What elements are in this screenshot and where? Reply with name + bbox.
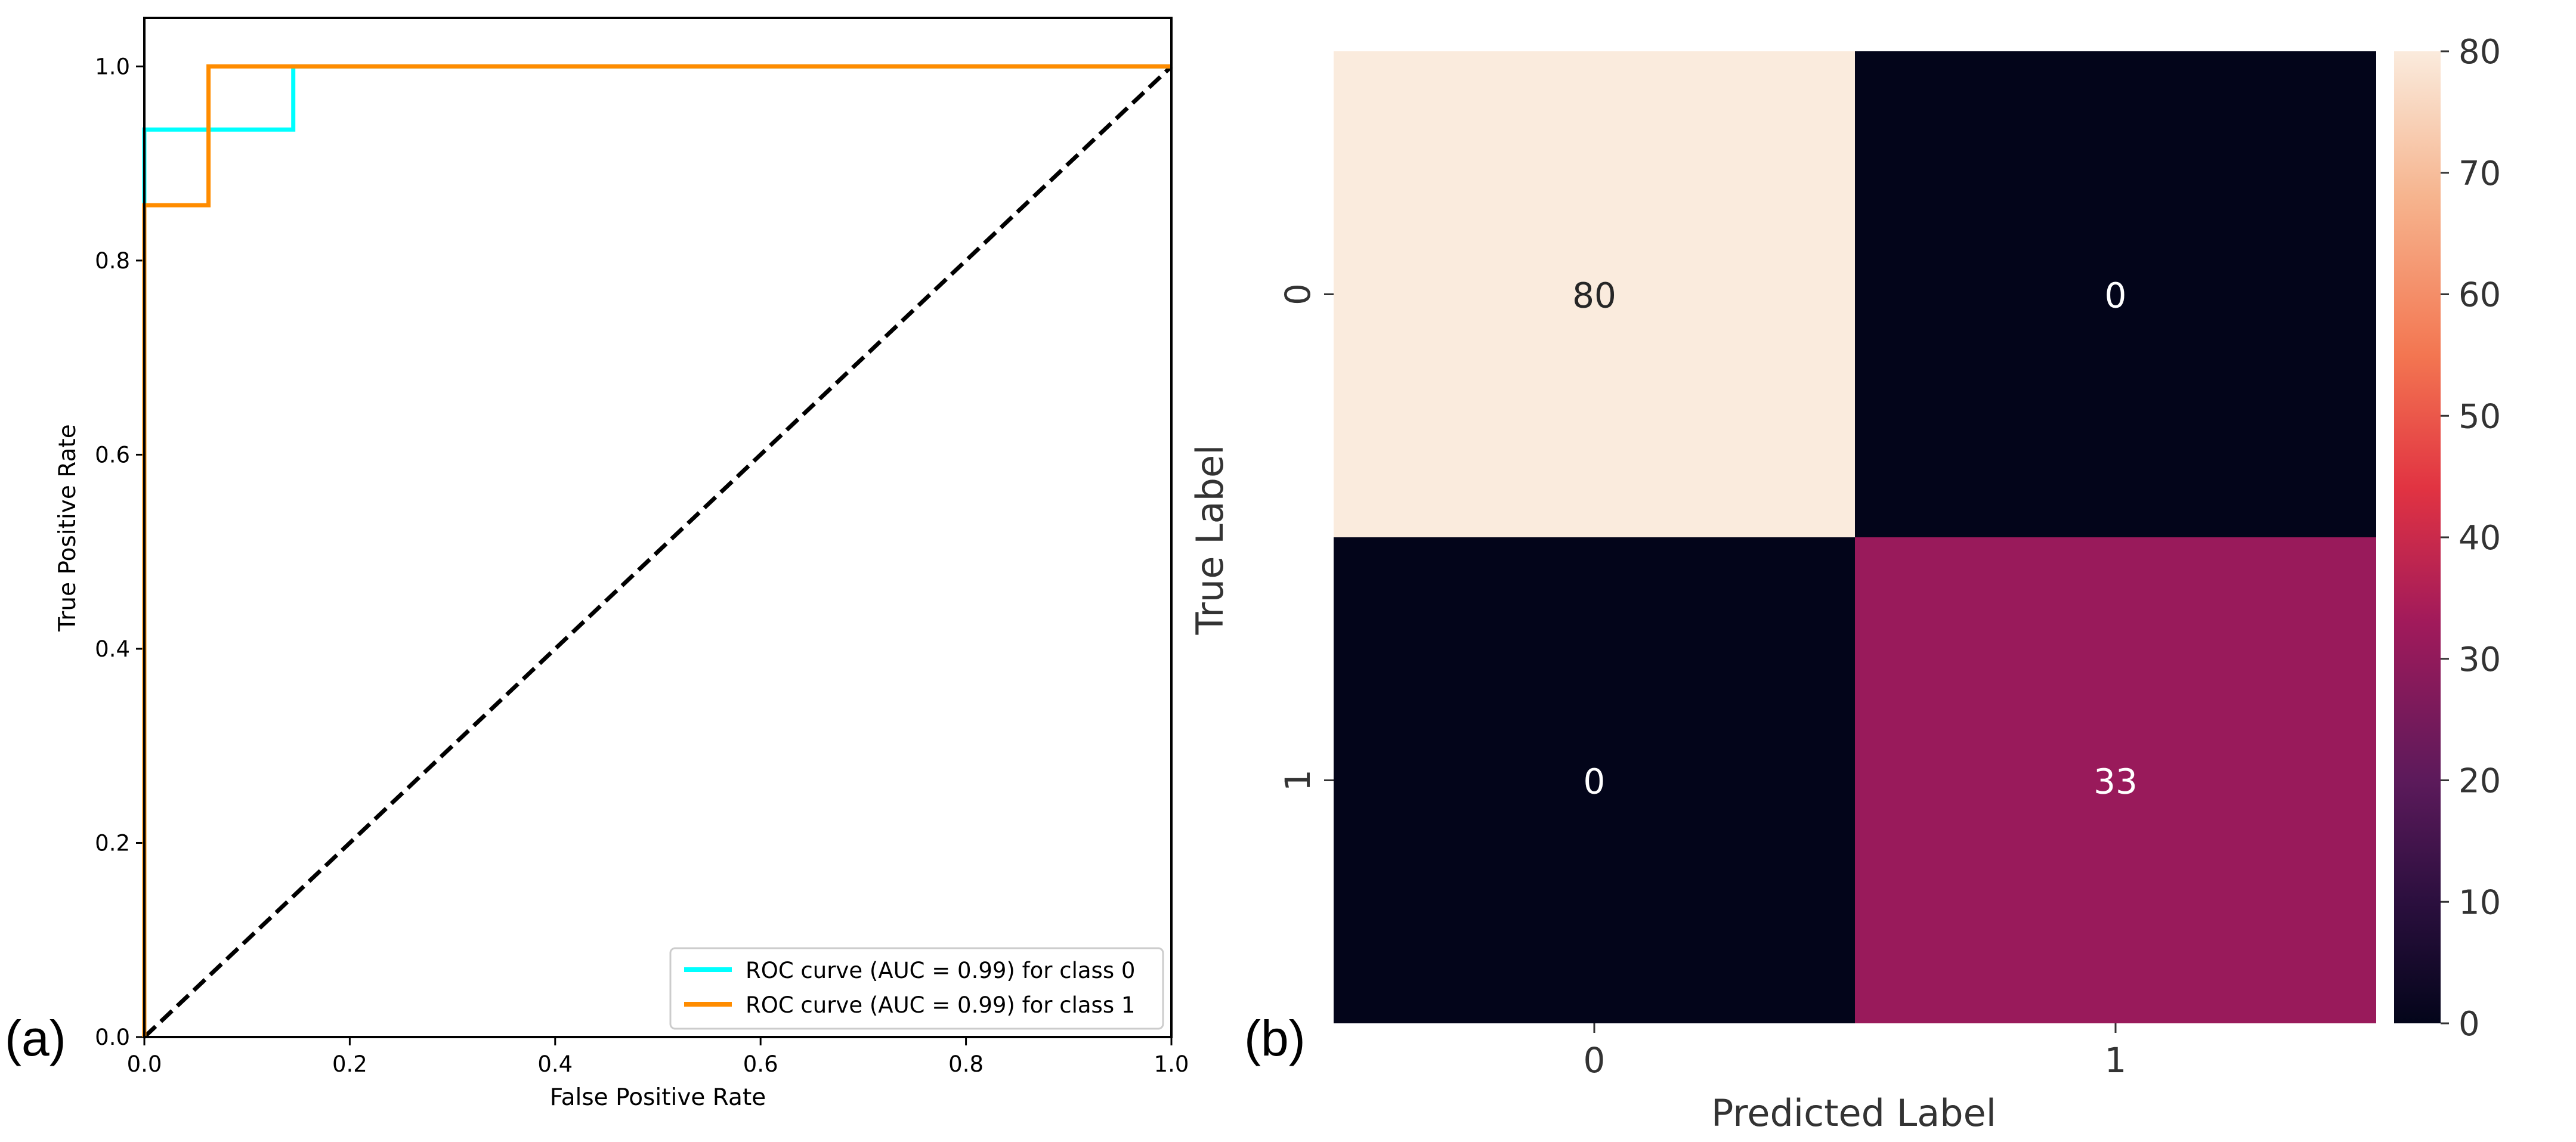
cm-cell-value-1-1: 33 — [2093, 762, 2138, 802]
roc-panel: 0.0 0.2 0.4 0.6 0.8 1.0 0.0 0.2 0.4 0.6 0.8 1.0 Fa… — [5, 17, 1189, 1111]
colorbar-tick-label-30: 30 — [2459, 640, 2501, 679]
colorbar-tick-label-70: 70 — [2459, 154, 2501, 193]
panel-a-label: (a) — [5, 1010, 66, 1066]
cm-cell-1-1 — [1855, 537, 2376, 1023]
cm-cell-0-0 — [1334, 51, 1855, 537]
panel-b-label: (b) — [1244, 1010, 1306, 1066]
colorbar-tick-label-0: 0 — [2459, 1005, 2480, 1044]
roc-y-tick-label-0-6: 0.6 — [95, 442, 130, 468]
roc-x-tick-label-0-2: 0.2 — [332, 1051, 367, 1077]
roc-y-tick-label-0-2: 0.2 — [95, 830, 130, 856]
colorbar-tick-label-60: 60 — [2459, 276, 2501, 315]
colorbar — [2394, 51, 2441, 1023]
roc-legend-box — [669, 947, 1164, 1030]
roc-x-tick-label-0-6: 0.6 — [743, 1051, 778, 1077]
cm-y-tick-label-1: 1 — [1278, 769, 1318, 791]
cm-x-tick-label-0: 0 — [1584, 1040, 1606, 1081]
roc-x-ticks: 0.0 0.2 0.4 0.6 0.8 1.0 — [127, 1037, 1189, 1077]
confusion-matrix-cells: 80 0 0 33 — [1334, 51, 2376, 1023]
cm-cell-value-0-1: 0 — [2105, 276, 2127, 316]
roc-legend: ROC curve (AUC = 0.99) for class 0 ROC c… — [669, 947, 1164, 1030]
roc-y-tick-label-0-0: 0.0 — [95, 1025, 130, 1050]
cm-x-tick-label-1: 1 — [2105, 1040, 2127, 1081]
roc-y-tick-label-0-4: 0.4 — [95, 636, 130, 662]
roc-x-tick-label-0-8: 0.8 — [948, 1051, 984, 1077]
cm-cell-0-1 — [1855, 51, 2376, 537]
roc-y-ticks: 0.0 0.2 0.4 0.6 0.8 1.0 — [95, 54, 144, 1050]
colorbar-tick-label-80: 80 — [2459, 33, 2501, 72]
roc-x-tick-label-0-0: 0.0 — [127, 1051, 162, 1077]
roc-x-tick-label-1-0: 1.0 — [1154, 1051, 1189, 1077]
roc-y-axis-label: True Positive Rate — [54, 424, 81, 632]
roc-y-tick-label-1-0: 1.0 — [95, 54, 130, 79]
colorbar-tick-label-10: 10 — [2459, 883, 2501, 922]
cm-y-ticks: 01 — [1278, 283, 1334, 791]
colorbar-tick-label-20: 20 — [2459, 762, 2501, 801]
colorbar-ticks: 0 10 20 30 40 50 60 70 80 — [2441, 33, 2501, 1044]
roc-series-chance — [143, 64, 1173, 1039]
roc-plot-frame — [143, 17, 1173, 1038]
roc-legend-label-class-1: ROC curve (AUC = 0.99) for class 1 — [746, 992, 1135, 1018]
cm-y-axis-label: True Label — [1188, 445, 1232, 636]
roc-x-tick-label-0-4: 0.4 — [537, 1051, 573, 1077]
cm-x-axis-label: Predicted Label — [1711, 1091, 1996, 1135]
cm-cell-value-1-0: 0 — [1584, 762, 1606, 802]
roc-x-axis-label: False Positive Rate — [550, 1084, 766, 1111]
colorbar-tick-label-40: 40 — [2459, 519, 2501, 558]
roc-y-tick-label-0-8: 0.8 — [95, 248, 130, 274]
cm-cell-value-0-0: 80 — [1572, 276, 1616, 316]
cm-y-tick-label-0: 0 — [1278, 283, 1318, 305]
colorbar-tick-label-50: 50 — [2459, 397, 2501, 436]
roc-legend-label-class-0: ROC curve (AUC = 0.99) for class 0 — [746, 958, 1135, 983]
cm-cell-1-0 — [1334, 537, 1855, 1023]
